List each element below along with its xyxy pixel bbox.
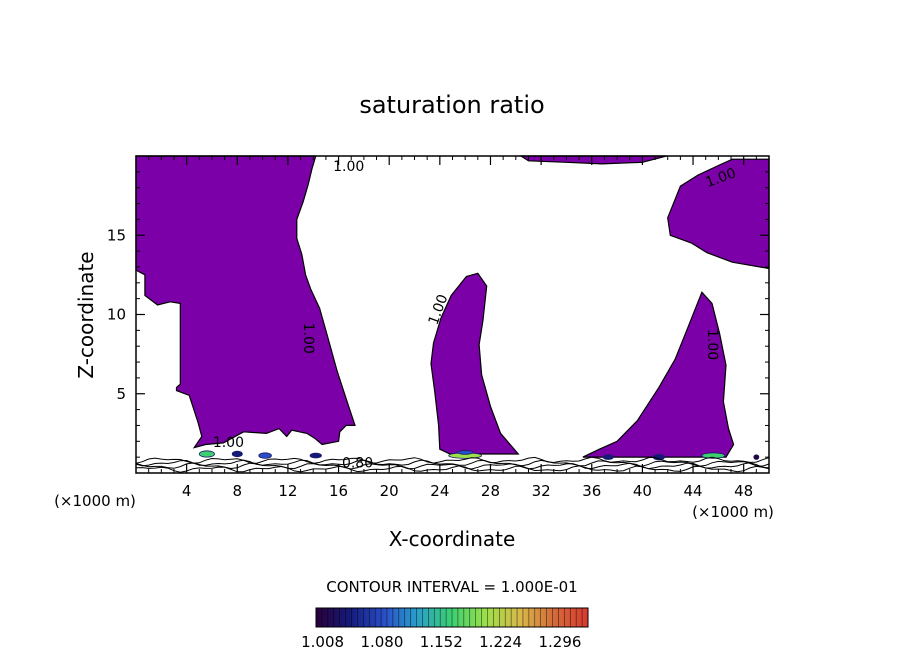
- x-tick-label: 40: [633, 482, 652, 500]
- cell-6: [602, 454, 614, 460]
- contour-label-2: 1.00: [300, 323, 316, 354]
- region-top-right-cap: [667, 158, 770, 270]
- y-tick-label: 5: [116, 385, 126, 403]
- y-tick-label: 15: [107, 226, 126, 244]
- x-unit-left: (×1000 m): [54, 492, 136, 510]
- region-middle-plume: [430, 272, 520, 455]
- x-tick-label: 24: [430, 482, 449, 500]
- cell-2: [258, 452, 272, 459]
- cell-9: [753, 454, 760, 460]
- colorbar-label: 1.296: [538, 633, 581, 651]
- cell-1: [231, 450, 243, 458]
- plot-area: 1.00 1.001.001.001.001.000.80: [135, 155, 770, 473]
- colorbar-label: 1.008: [301, 633, 344, 651]
- cell-8: [701, 452, 726, 459]
- x-tick-label: 12: [278, 482, 297, 500]
- x-tick-label: 16: [329, 482, 348, 500]
- cell-0: [198, 450, 215, 458]
- contour-label-6: 0.80: [342, 455, 373, 471]
- cell-3: [309, 452, 322, 459]
- y-axis-label: Z-coordinate: [74, 251, 98, 378]
- x-tick-label: 36: [582, 482, 601, 500]
- region-left-tall-plume: [135, 155, 356, 449]
- region-right-plume: [582, 291, 735, 458]
- surface-contour-0: [135, 465, 770, 473]
- colorbar-label: 1.080: [360, 633, 403, 651]
- contour-interval-text: CONTOUR INTERVAL = 1.000E-01: [326, 578, 577, 596]
- colorbar-label: 1.224: [479, 633, 522, 651]
- contour-label-5: 1.00: [213, 435, 244, 451]
- x-tick-label: 28: [481, 482, 500, 500]
- x-axis-label: X-coordinate: [389, 527, 516, 551]
- contour-label-0: 1.00: [333, 159, 364, 175]
- cell-5: [457, 450, 474, 455]
- x-tick-label: 20: [380, 482, 399, 500]
- y-tick-label: 10: [107, 306, 126, 324]
- colorbar: 1.008 1.080 1.152 1.224 1.296: [301, 607, 589, 651]
- chart-title: saturation ratio: [359, 91, 544, 119]
- x-tick-label: 48: [734, 482, 753, 500]
- contour-label-4: 1.00: [704, 329, 720, 360]
- surface-contour-2: [135, 459, 770, 467]
- x-tick-label: 44: [683, 482, 702, 500]
- x-tick-label: 32: [532, 482, 551, 500]
- colorbar-label: 1.152: [420, 633, 463, 651]
- x-unit-right: (×1000 m): [692, 503, 774, 521]
- surface-contour-3: [135, 456, 770, 464]
- region-top-middle-strip: [518, 155, 667, 165]
- x-tick-label: 4: [182, 482, 192, 500]
- x-tick-label: 8: [233, 482, 243, 500]
